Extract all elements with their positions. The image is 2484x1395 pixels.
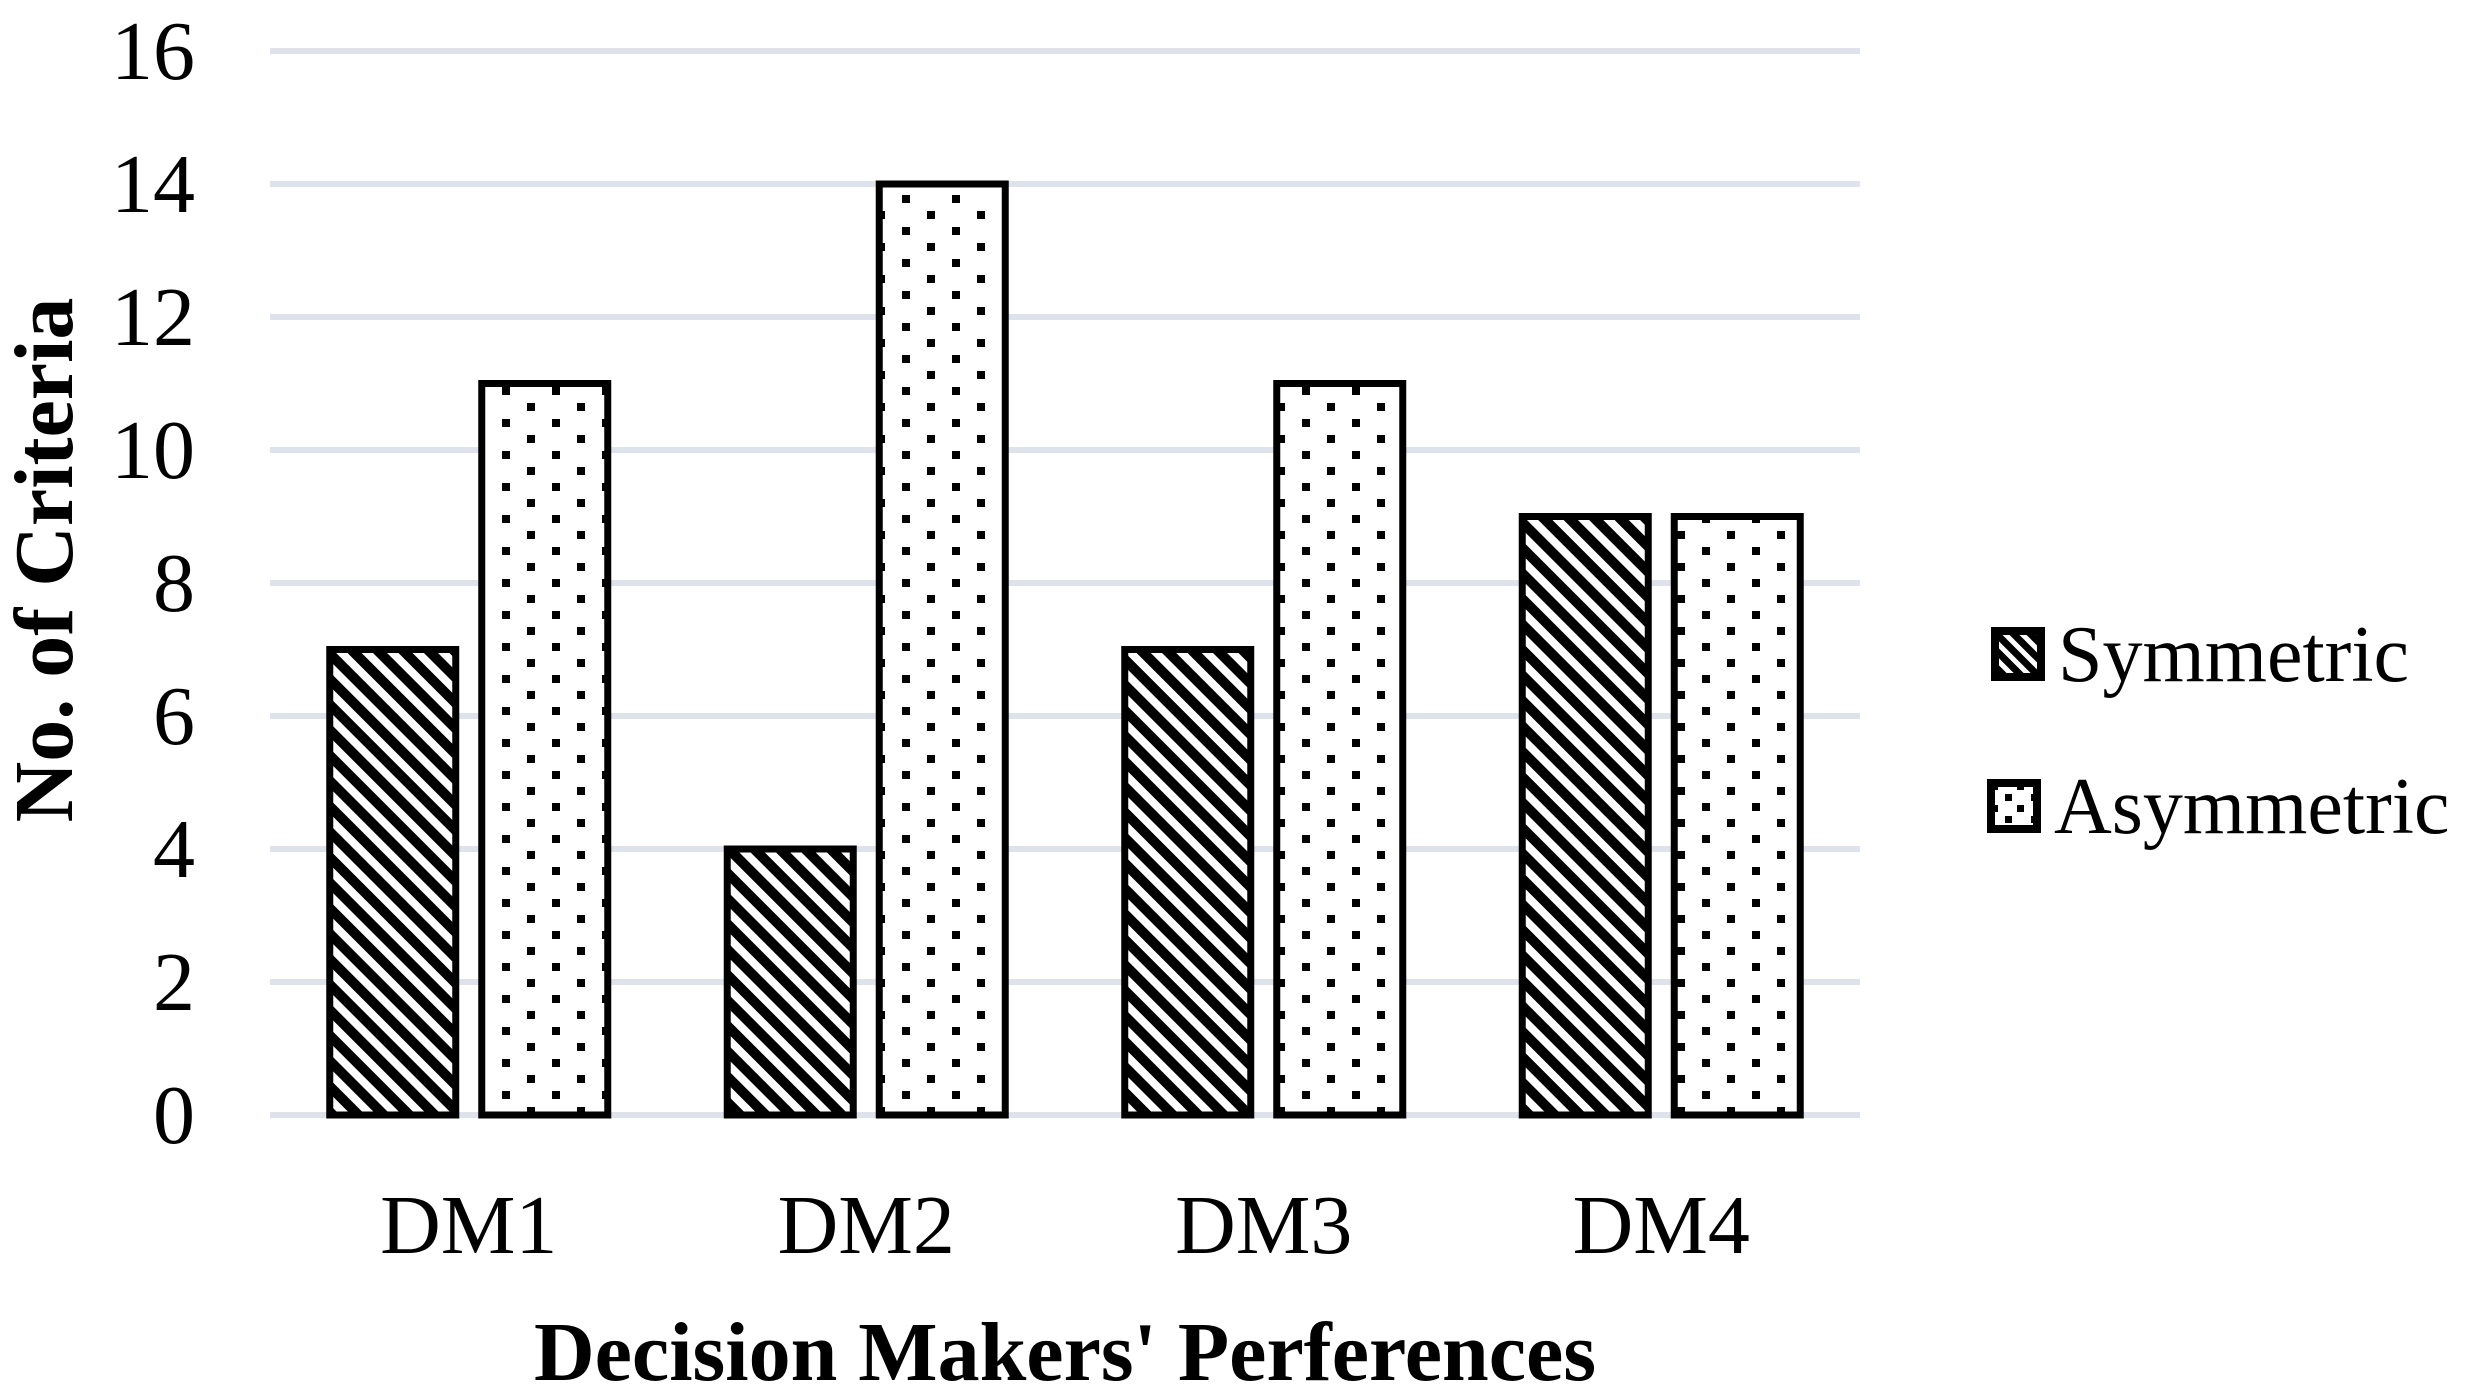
- bar-asymmetric-dm2: [875, 180, 1009, 1119]
- legend-label-asymmetric: Asymmetric: [2054, 763, 2449, 851]
- legend: Symmetric Asymmetric: [1987, 611, 2449, 851]
- asymmetric-swatch-icon: [1987, 779, 2041, 833]
- y-tick-label-4: 4: [153, 803, 195, 896]
- x-tick-label-dm3: DM3: [1175, 1179, 1352, 1272]
- y-tick-label-12: 12: [111, 271, 195, 364]
- y-axis-title: No. of Criteria: [0, 298, 91, 823]
- bar-asymmetric-dm3: [1273, 380, 1407, 1119]
- y-tick-label-2: 2: [153, 936, 195, 1029]
- bar-symmetric-dm4: [1518, 513, 1652, 1119]
- y-tick-label-8: 8: [153, 537, 195, 630]
- bar-symmetric-dm3: [1121, 646, 1255, 1119]
- bar-series: [326, 180, 1804, 1119]
- bar-symmetric-dm2: [723, 845, 857, 1119]
- x-tick-label-dm1: DM1: [380, 1179, 557, 1272]
- legend-item-asymmetric: Asymmetric: [1987, 763, 2449, 851]
- bar-asymmetric-dm4: [1670, 513, 1804, 1119]
- bar-asymmetric-dm1: [478, 380, 612, 1119]
- legend-item-symmetric: Symmetric: [1991, 611, 2409, 699]
- x-axis-tick-labels: DM1 DM2 DM3 DM4: [380, 1179, 1750, 1272]
- y-tick-label-0: 0: [153, 1069, 195, 1162]
- x-tick-label-dm2: DM2: [778, 1179, 955, 1272]
- x-tick-label-dm4: DM4: [1573, 1179, 1750, 1272]
- x-axis-title: Decision Makers' Perferences: [534, 1306, 1596, 1395]
- y-tick-label-16: 16: [111, 5, 195, 98]
- y-tick-label-6: 6: [153, 670, 195, 763]
- symmetric-swatch-icon: [1991, 627, 2045, 681]
- y-tick-label-10: 10: [111, 404, 195, 497]
- bar-symmetric-dm1: [326, 646, 460, 1119]
- legend-label-symmetric: Symmetric: [2058, 611, 2409, 699]
- y-tick-label-14: 14: [111, 138, 195, 231]
- y-axis-tick-labels: 0 2 4 6 8 10 12 14 16: [111, 5, 195, 1162]
